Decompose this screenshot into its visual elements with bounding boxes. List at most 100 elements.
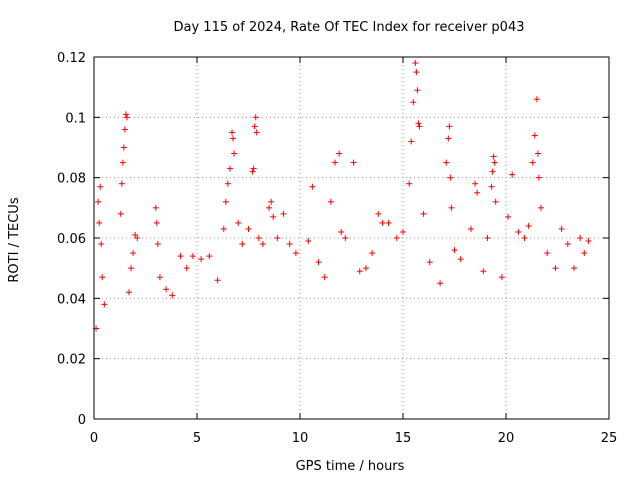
data-point <box>327 198 334 205</box>
data-point <box>342 235 349 241</box>
data-point <box>415 120 422 127</box>
data-point <box>488 183 495 190</box>
data-point <box>535 174 542 181</box>
data-point <box>315 259 322 266</box>
data-point <box>229 129 236 136</box>
data-point <box>130 250 137 257</box>
data-point <box>98 241 105 248</box>
data-point <box>245 225 252 232</box>
data-point <box>222 198 229 205</box>
data-point <box>198 256 205 263</box>
data-point <box>534 150 541 157</box>
data-point <box>491 159 498 166</box>
chart-grid <box>94 57 609 419</box>
data-point <box>437 280 444 287</box>
data-point <box>393 235 400 241</box>
data-point <box>153 219 160 226</box>
data-point <box>132 231 139 238</box>
data-point <box>332 159 339 166</box>
data-point <box>585 238 592 245</box>
data-point <box>214 277 221 284</box>
y-tick-label: 0.02 <box>57 353 86 368</box>
data-point <box>231 150 238 157</box>
data-point <box>154 241 161 248</box>
x-tick-label: 10 <box>292 431 309 446</box>
data-point <box>356 268 363 275</box>
data-point <box>413 69 420 76</box>
data-point <box>420 210 427 217</box>
data-point <box>224 180 231 187</box>
data-point <box>101 301 108 308</box>
data-point <box>350 159 357 166</box>
data-point <box>414 87 421 94</box>
y-tick-label: 0.06 <box>57 232 86 247</box>
data-point <box>122 111 129 118</box>
data-point <box>570 265 577 272</box>
data-point <box>286 241 293 248</box>
data-point <box>577 235 584 241</box>
data-point <box>457 256 464 263</box>
data-point <box>531 132 538 139</box>
data-point <box>533 96 540 103</box>
data-point <box>280 210 287 217</box>
data-point <box>406 180 413 187</box>
data-point <box>226 165 233 172</box>
data-point <box>152 204 159 211</box>
data-point <box>230 135 237 142</box>
data-point <box>128 265 135 272</box>
data-point <box>251 123 258 130</box>
data-point <box>253 129 260 136</box>
x-tick-label: 20 <box>498 431 515 446</box>
data-point <box>375 210 382 217</box>
data-point <box>239 241 246 248</box>
data-point <box>266 204 273 211</box>
data-point <box>249 168 256 175</box>
data-point <box>490 153 497 160</box>
data-point <box>446 123 453 130</box>
data-point <box>120 144 127 151</box>
data-point <box>410 99 417 106</box>
data-point <box>95 198 102 205</box>
data-point <box>525 222 532 229</box>
data-point <box>443 159 450 166</box>
data-point <box>474 189 481 196</box>
data-point <box>321 274 328 281</box>
x-axis-label: GPS time / hours <box>296 459 405 474</box>
data-point <box>118 180 125 187</box>
data-point <box>169 292 176 299</box>
data-point <box>220 225 227 232</box>
data-point <box>336 150 343 157</box>
data-point <box>509 171 516 178</box>
data-point <box>412 60 419 67</box>
data-point <box>121 126 128 133</box>
data-point <box>156 274 163 281</box>
data-point <box>480 268 487 275</box>
x-tick-label: 5 <box>193 431 201 446</box>
data-point <box>447 174 454 181</box>
data-point <box>529 159 536 166</box>
data-point <box>206 253 213 260</box>
data-point <box>305 238 312 245</box>
data-point <box>235 219 242 226</box>
data-point <box>552 265 559 272</box>
data-point <box>385 219 392 226</box>
data-point <box>451 247 458 254</box>
data-point <box>362 265 369 272</box>
data-point <box>498 274 505 281</box>
data-point <box>119 159 126 166</box>
x-tick-label: 0 <box>90 431 98 446</box>
data-point <box>309 183 316 190</box>
data-point <box>123 114 130 121</box>
data-point <box>97 183 104 190</box>
data-point <box>117 210 124 217</box>
data-point <box>177 253 184 260</box>
data-point <box>268 198 275 205</box>
data-point <box>484 235 491 241</box>
data-point <box>274 235 281 241</box>
y-tick-label: 0.12 <box>57 51 86 66</box>
data-point <box>270 213 277 220</box>
y-tick-label: 0 <box>78 413 86 428</box>
data-point <box>416 123 423 130</box>
x-tick-label: 25 <box>601 431 618 446</box>
